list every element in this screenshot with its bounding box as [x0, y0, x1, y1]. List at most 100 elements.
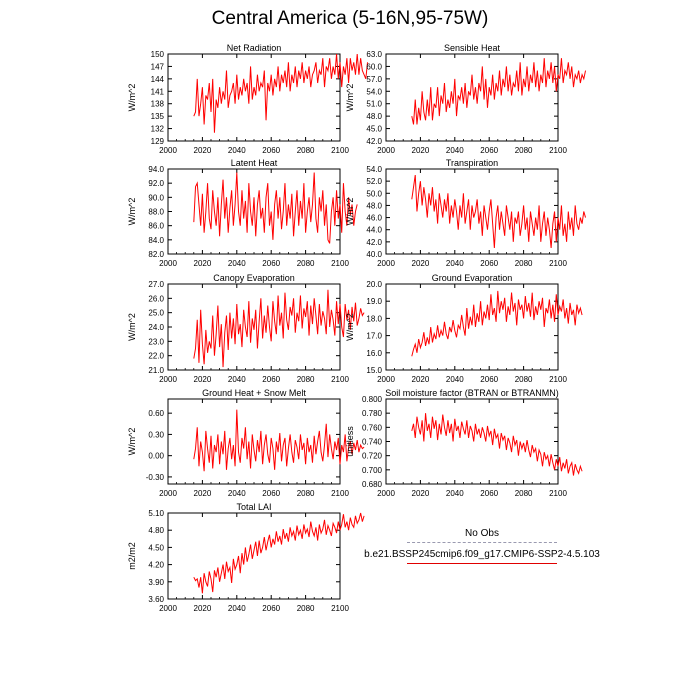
y-tick-label: 21.0: [148, 366, 164, 375]
y-tick-label: 147: [151, 62, 165, 71]
y-tick-label: 60.0: [366, 62, 382, 71]
x-tick-label: 2100: [549, 259, 567, 268]
x-tick-label: 2020: [194, 489, 212, 498]
panel-title: Ground Heat + Snow Melt: [202, 388, 306, 398]
x-tick-label: 2100: [331, 146, 349, 155]
plot-frame: [167, 53, 341, 142]
x-tick-label: 2000: [377, 375, 395, 384]
legend: No Obs b.e21.BSSP245cmip6.f09_g17.CMIP6-…: [352, 528, 612, 570]
y-tick-label: 138: [151, 100, 165, 109]
panel-title: Transpiration: [446, 158, 498, 168]
model-series-line: [411, 290, 583, 357]
chart-panel-7: Ground Heat + Snow Melt W/m^2 2000 2020 2040…: [127, 388, 365, 498]
x-tick-label: 2100: [331, 375, 349, 384]
y-tick-label: 0.30: [148, 430, 164, 439]
y-tick-label: 0.00: [148, 452, 164, 461]
plot-frame: [167, 512, 341, 600]
y-axis-label: W/m^2: [345, 313, 355, 341]
y-axis-label: W/m^2: [345, 198, 355, 226]
x-tick-label: 2080: [297, 489, 315, 498]
chart-panel-8: Soil moisture factor (BTRAN or BTRANMN) u…: [345, 388, 583, 498]
x-tick-label: 2080: [515, 489, 533, 498]
chart-panel-3: Latent Heat W/m^2 2000 2020 2040 2060 2080 2100…: [127, 158, 358, 268]
y-axis-label: W/m^2: [127, 428, 137, 456]
legend-obs-label: No Obs: [465, 528, 499, 539]
y-tick-label: 22.0: [148, 352, 164, 361]
y-tick-label: 40.0: [366, 250, 382, 259]
y-tick-label: 4.50: [148, 543, 164, 552]
x-tick-label: 2060: [480, 375, 498, 384]
x-tick-label: 2020: [412, 489, 430, 498]
y-tick-label: 63.0: [366, 50, 382, 59]
y-tick-label: 0.60: [148, 409, 164, 418]
y-tick-label: 82.0: [148, 250, 164, 259]
y-tick-label: 54.0: [366, 165, 382, 174]
x-tick-label: 2040: [228, 259, 246, 268]
x-tick-label: 2080: [297, 375, 315, 384]
y-tick-label: 0.720: [362, 452, 383, 461]
x-tick-label: 2020: [194, 604, 212, 613]
chart-panel-9: Total LAI m2/m2 2000 2020 2040 2060 2080 2100 3.…: [127, 502, 365, 613]
plot-frame: [385, 53, 559, 142]
x-tick-label: 2100: [549, 489, 567, 498]
y-tick-label: 27.0: [148, 280, 164, 289]
y-tick-label: 132: [151, 125, 165, 134]
x-tick-label: 2040: [228, 146, 246, 155]
x-tick-label: 2060: [480, 489, 498, 498]
panel-title: Ground Evaporation: [432, 273, 513, 283]
y-tick-label: 15.0: [366, 366, 382, 375]
x-tick-label: 2060: [262, 604, 280, 613]
x-tick-label: 2080: [515, 259, 533, 268]
chart-panel-4: Transpiration W/m^2 2000 2020 2040 2060 2080 21…: [345, 158, 587, 268]
y-axis-label: W/m^2: [345, 84, 355, 112]
model-series-line: [193, 512, 365, 594]
model-series-line: [193, 53, 369, 133]
model-series-line: [411, 58, 587, 125]
y-axis-label: W/m^2: [127, 84, 137, 112]
y-tick-label: -0.30: [146, 473, 165, 482]
y-tick-label: 44.0: [366, 226, 382, 235]
y-tick-label: 144: [151, 75, 165, 84]
x-tick-label: 2100: [331, 259, 349, 268]
y-tick-label: 54.0: [366, 87, 382, 96]
legend-model-line: [407, 563, 557, 564]
x-tick-label: 2040: [228, 604, 246, 613]
x-tick-label: 2040: [228, 375, 246, 384]
x-tick-label: 2040: [446, 146, 464, 155]
model-series-line: [193, 289, 365, 368]
x-tick-label: 2080: [515, 146, 533, 155]
y-tick-label: 0.780: [362, 409, 383, 418]
y-tick-label: 48.0: [366, 201, 382, 210]
x-tick-label: 2040: [446, 375, 464, 384]
chart-panel-1: Net Radiation W/m^2 2000 2020 2040 2060 2080 21…: [127, 43, 369, 155]
chart-panel-2: Sensible Heat W/m^2 2000 2020 2040 2060 2080 21…: [345, 43, 587, 155]
y-tick-label: 19.0: [366, 297, 382, 306]
y-axis-label: unitless: [345, 426, 355, 457]
x-tick-label: 2060: [480, 146, 498, 155]
x-tick-label: 2000: [159, 146, 177, 155]
x-tick-label: 2020: [412, 146, 430, 155]
x-tick-label: 2060: [262, 375, 280, 384]
y-tick-label: 23.0: [148, 337, 164, 346]
x-tick-label: 2000: [159, 604, 177, 613]
y-tick-label: 25.0: [148, 309, 164, 318]
y-tick-label: 46.0: [366, 214, 382, 223]
x-tick-label: 2040: [228, 489, 246, 498]
y-tick-label: 51.0: [366, 100, 382, 109]
y-tick-label: 129: [151, 137, 165, 146]
y-tick-label: 3.60: [148, 595, 164, 604]
y-tick-label: 141: [151, 87, 165, 96]
y-tick-label: 0.760: [362, 423, 383, 432]
legend-obs-line: [407, 542, 557, 543]
x-tick-label: 2060: [262, 146, 280, 155]
y-tick-label: 0.700: [362, 466, 383, 475]
y-tick-label: 90.0: [148, 193, 164, 202]
x-tick-label: 2000: [159, 259, 177, 268]
y-tick-label: 0.680: [362, 480, 383, 489]
x-tick-label: 2000: [377, 146, 395, 155]
x-tick-label: 2080: [297, 146, 315, 155]
y-tick-label: 18.0: [366, 314, 382, 323]
x-tick-label: 2020: [412, 375, 430, 384]
y-tick-label: 26.0: [148, 294, 164, 303]
